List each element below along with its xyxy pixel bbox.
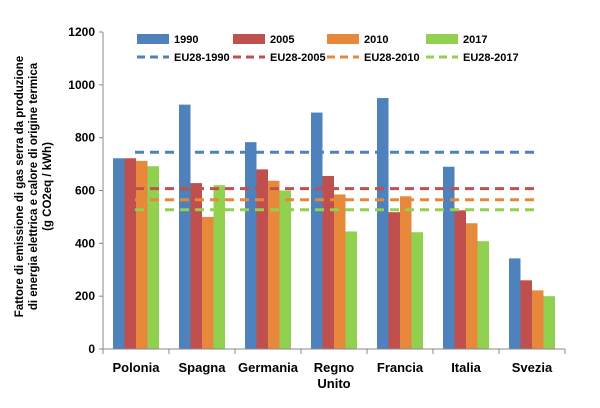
bar-2017 [345, 231, 357, 349]
legend-swatch-2005 [233, 34, 265, 44]
bar-2010 [532, 290, 544, 349]
legend-label: 1990 [174, 34, 198, 46]
bar-2010 [334, 194, 346, 349]
bar-2017 [147, 166, 159, 349]
reference-lines [135, 150, 537, 212]
bar-1990 [113, 158, 125, 349]
x-tick-label: Polonia [113, 360, 161, 375]
x-tick-label: Regno [314, 360, 355, 375]
y-tick-label: 800 [75, 131, 95, 145]
y-axis-label-line: Fattore di emissione di gas serra da pro… [14, 56, 26, 317]
x-tick-label: Unito [317, 376, 350, 391]
y-tick-label: 600 [75, 184, 95, 198]
bar-2010 [466, 223, 478, 349]
y-tick-label: 0 [88, 342, 95, 356]
y-axis-label-line: (g CO2eq / kWh) [42, 142, 54, 231]
y-tick-label: 400 [75, 236, 95, 250]
bar-2010 [136, 160, 148, 349]
x-tick-label: Italia [451, 360, 481, 375]
legend-swatch-2017 [426, 34, 458, 44]
legend-label: EU28-1990 [174, 52, 230, 64]
bar-1990 [179, 104, 191, 349]
bar-2010 [202, 216, 214, 349]
legend-label: 2010 [364, 34, 388, 46]
y-axis-label: Fattore di emissione di gas serra da pro… [14, 56, 54, 317]
legend-label: EU28-2017 [463, 52, 519, 64]
bars [113, 98, 555, 350]
bar-1990 [377, 98, 389, 350]
y-axis-ticks: 0 200 400 600 800 1000 1200 [68, 25, 103, 356]
bar-2005 [190, 183, 202, 349]
bar-2017 [279, 190, 291, 349]
bar-2017 [213, 185, 225, 349]
bar-1990 [311, 112, 323, 349]
y-axis-label-line: di energia elettrica e calore di origine… [28, 62, 40, 310]
x-tick-label: Svezia [512, 360, 553, 375]
x-tick-label: Germania [238, 360, 299, 375]
x-tick-label: Spagna [179, 360, 227, 375]
bar-2017 [411, 232, 423, 349]
bar-2017 [543, 296, 555, 349]
bar-2017 [477, 241, 489, 349]
bar-2005 [322, 175, 334, 349]
legend: 1990 2005 2010 2017 EU28-1990 EU28-2005 EU28-2… [137, 34, 519, 64]
bar-1990 [245, 142, 257, 349]
axes [102, 32, 566, 354]
legend-label: EU28-2010 [364, 52, 420, 64]
bar-2010 [400, 196, 412, 349]
bar-2005 [256, 169, 268, 349]
y-tick-label: 200 [75, 289, 95, 303]
bar-1990 [443, 166, 455, 349]
bar-2010 [268, 180, 280, 349]
bar-2005 [454, 210, 466, 349]
bar-2005 [520, 280, 532, 349]
bar-1990 [509, 258, 521, 349]
legend-swatch-1990 [137, 34, 169, 44]
legend-label: 2017 [463, 34, 487, 46]
legend-swatch-2010 [327, 34, 359, 44]
bar-2005 [388, 212, 400, 349]
bar-2005 [124, 158, 136, 349]
y-tick-label: 1000 [68, 78, 95, 92]
legend-label: EU28-2005 [270, 52, 326, 64]
legend-label: 2005 [270, 34, 294, 46]
x-tick-label: Francia [377, 360, 424, 375]
y-tick-label: 1200 [68, 25, 95, 39]
